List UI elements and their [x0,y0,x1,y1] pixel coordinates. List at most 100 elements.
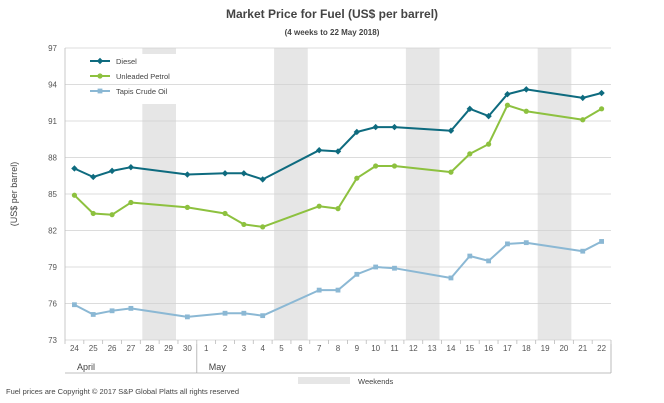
data-point-diesel [127,164,135,171]
x-tick-label: 5 [279,344,284,353]
data-point-tapis-crude-oil [373,264,379,270]
data-point-diesel [315,147,323,154]
y-tick-label: 82 [48,227,57,236]
x-tick-label: 21 [578,344,587,353]
chart-subtitle: (4 weeks to 22 May 2018) [285,28,380,37]
x-tick-label: 14 [447,344,456,353]
x-tick-label: 15 [465,344,474,353]
y-tick-label: 91 [48,117,57,126]
x-tick-label: 18 [522,344,531,353]
chart-title: Market Price for Fuel (US$ per barrel) [226,7,438,21]
legend-label-weekends: Weekends [358,377,394,386]
data-point-unleaded-petrol [316,203,322,209]
x-tick-label: 2 [223,344,228,353]
data-point-unleaded-petrol [523,108,529,114]
data-point-unleaded-petrol [90,210,96,217]
x-tick-label: 1 [204,344,209,353]
data-point-diesel [523,86,530,93]
y-axis-label: (US$ per barrel) [9,162,19,227]
y-tick-label: 73 [48,336,57,345]
y-tick-label: 88 [48,154,57,163]
data-point-diesel [504,91,511,98]
month-label: May [209,362,227,372]
x-tick-label: 28 [145,344,154,353]
data-point-tapis-crude-oil [72,302,77,308]
x-tick-label: 30 [183,344,192,353]
x-tick-label: 25 [89,344,98,353]
data-point-unleaded-petrol [354,175,360,181]
x-tick-label: 8 [336,344,341,353]
data-point-tapis-crude-oil [97,88,103,94]
data-point-diesel [71,165,78,172]
data-point-diesel [334,148,342,155]
x-tick-label: 19 [541,344,550,353]
series-line-unleaded-petrol [73,104,603,228]
data-point-tapis-crude-oil [316,287,322,293]
y-tick-label: 79 [48,263,57,272]
data-point-unleaded-petrol [128,199,134,206]
data-point-diesel [466,105,473,113]
y-tick-label: 97 [48,44,57,53]
data-point-tapis-crude-oil [128,305,134,311]
data-point-unleaded-petrol [184,204,190,210]
series-line-tapis-crude-oil [73,240,603,318]
data-point-unleaded-petrol [486,141,492,147]
data-point-tapis-crude-oil [335,287,341,293]
x-tick-label: 20 [559,344,568,353]
weekend-band [142,48,176,54]
legend-swatch-weekends [298,377,350,384]
data-point-unleaded-petrol [335,206,341,212]
x-tick-label: 27 [126,344,135,353]
x-tick-label: 12 [409,344,418,353]
x-tick-label: 10 [371,344,380,353]
month-label: April [77,362,95,372]
data-point-diesel [579,94,586,102]
x-tick-label: 26 [108,344,117,353]
data-point-unleaded-petrol [222,210,228,217]
x-tick-label: 16 [484,344,493,353]
x-tick-label: 22 [597,344,606,353]
legend-label-tapis-crude-oil: Tapis Crude Oil [116,87,168,96]
legend: Diesel Unleaded Petrol Tapis Crude Oil Week… [90,57,394,386]
series-lines [71,86,605,320]
x-tick-label: 17 [503,344,512,353]
data-point-diesel [259,176,266,183]
data-point-diesel [184,171,191,178]
x-tick-label: 29 [164,344,173,353]
data-point-diesel [96,57,104,65]
data-point-tapis-crude-oil [241,310,247,316]
x-tick-label: 4 [260,344,265,353]
data-point-diesel [240,170,248,177]
data-point-unleaded-petrol [504,102,511,108]
data-point-diesel [598,89,605,97]
y-tick-label: 94 [48,81,57,90]
data-point-tapis-crude-oil [599,239,604,244]
legend-label-unleaded-petrol: Unleaded Petrol [116,72,170,81]
data-point-unleaded-petrol [373,163,379,169]
x-tick-label: 24 [70,344,79,353]
data-point-tapis-crude-oil [90,312,96,317]
data-point-tapis-crude-oil [448,275,454,281]
data-point-tapis-crude-oil [184,314,190,320]
x-tick-label: 9 [355,344,360,353]
data-point-tapis-crude-oil [523,240,529,246]
data-point-diesel [221,170,229,177]
data-point-diesel [447,127,455,134]
legend-label-diesel: Diesel [116,57,137,66]
data-point-tapis-crude-oil [222,310,228,316]
data-point-tapis-crude-oil [486,258,492,264]
data-point-unleaded-petrol [391,163,398,169]
data-point-unleaded-petrol [467,151,473,157]
weekend-band [142,104,176,340]
x-tick-label: 7 [317,344,322,353]
copyright-footer: Fuel prices are Copyright © 2017 S&P Glo… [6,387,239,396]
data-point-tapis-crude-oil [505,241,510,247]
gridlines [65,47,611,341]
x-tick-label: 13 [428,344,437,353]
series-line-diesel [73,88,602,181]
data-point-unleaded-petrol [580,117,586,123]
data-point-diesel [90,173,97,181]
data-point-unleaded-petrol [97,73,103,79]
data-point-diesel [391,123,398,131]
